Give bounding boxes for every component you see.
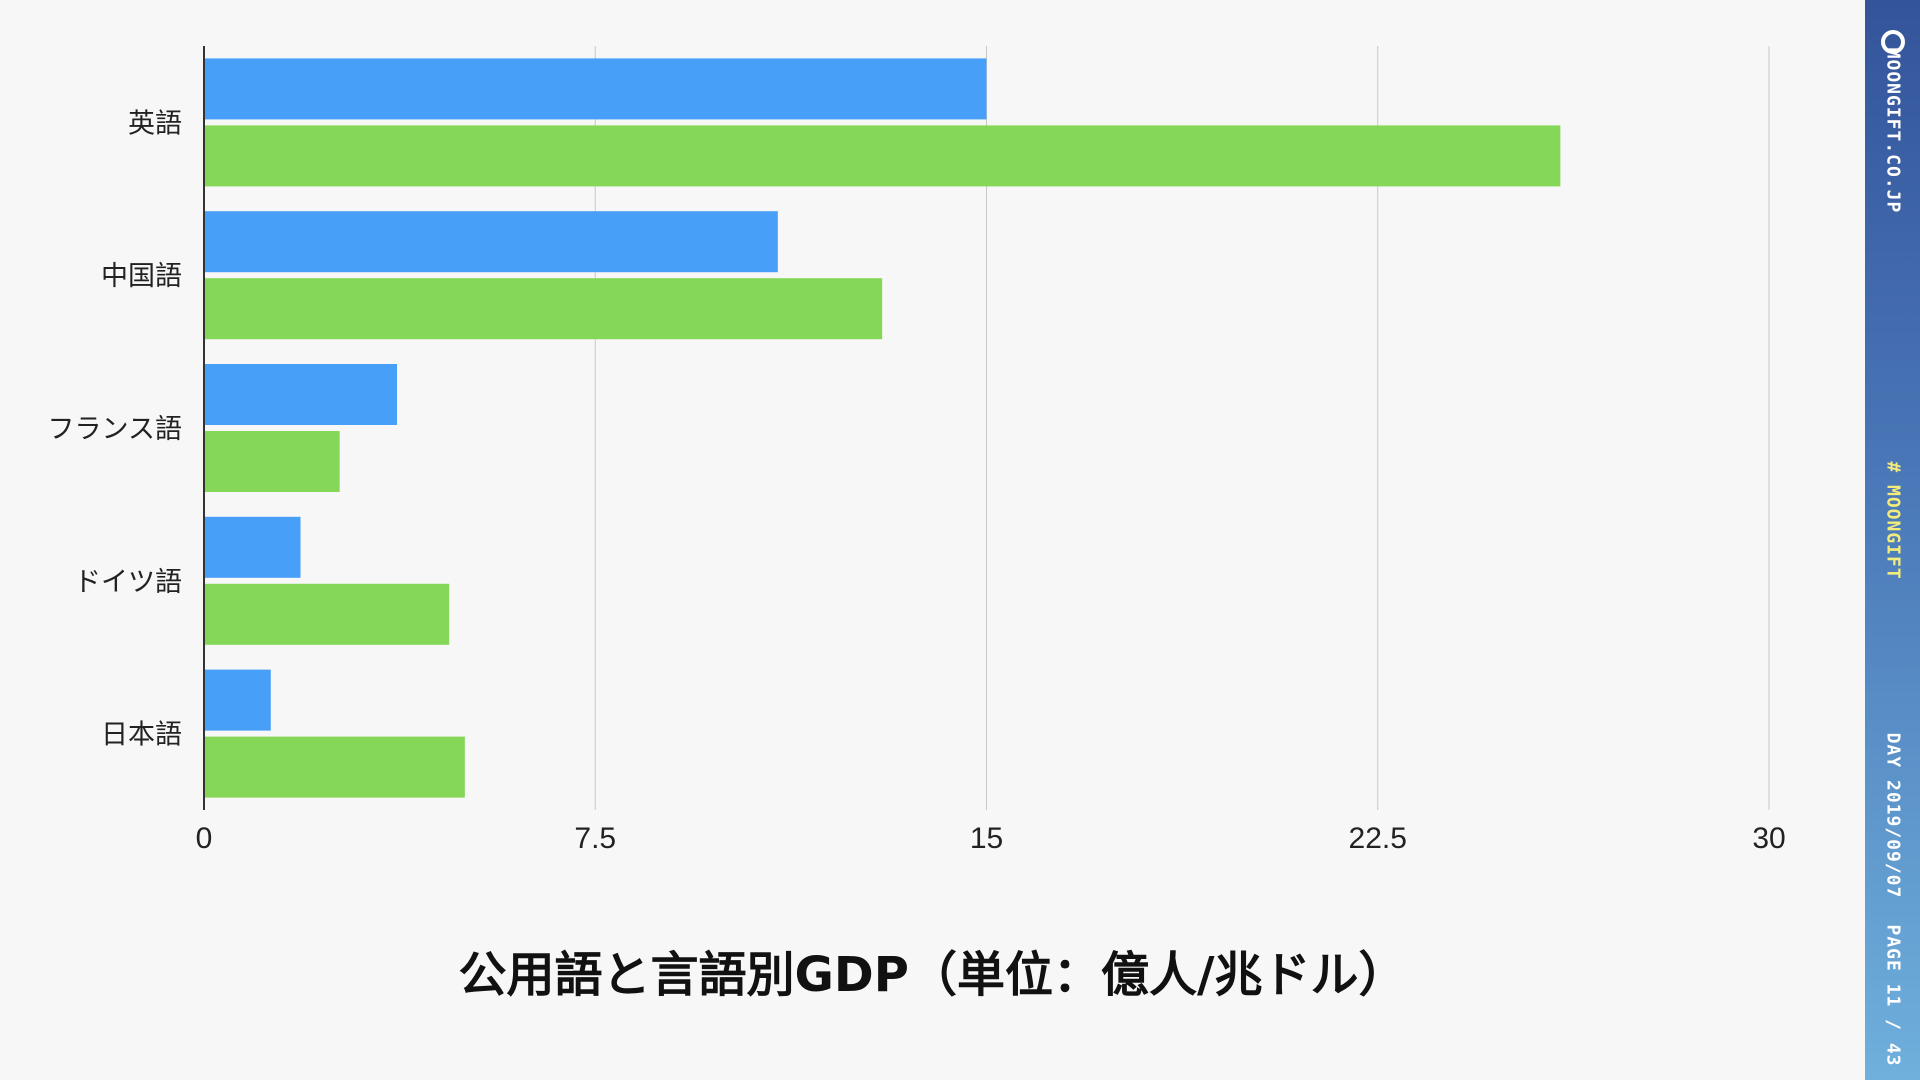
x-tick-label: 22.5	[1349, 822, 1407, 855]
date-text: DAY 2019/09/07	[1882, 732, 1903, 899]
bar	[204, 58, 987, 120]
chart-title: 公用語と言語別GDP（単位：億人/兆ドル）	[458, 947, 1407, 1003]
page-number: PAGE 11 / 43	[1882, 924, 1903, 1067]
bars	[204, 58, 1561, 798]
x-tick-label: 7.5	[574, 822, 616, 855]
bar	[204, 736, 465, 798]
x-tick-label: 0	[196, 822, 213, 855]
category-label: 日本語	[101, 720, 182, 751]
bar	[204, 364, 398, 425]
brand-text: MOONGIFT.CO.JP	[1882, 47, 1903, 214]
bar	[204, 278, 883, 340]
moongift-logo-icon	[1881, 30, 1905, 54]
bar	[204, 211, 778, 273]
x-tick-label: 15	[970, 822, 1003, 855]
bar	[204, 516, 301, 578]
x-tick-label: 30	[1752, 822, 1785, 855]
hashtag-text: # MOONGIFT	[1882, 461, 1903, 580]
bar	[204, 583, 450, 645]
category-label: フランス語	[48, 414, 182, 445]
bar	[204, 431, 340, 492]
bar	[204, 125, 1561, 187]
category-label: ドイツ語	[74, 567, 182, 598]
category-label: 英語	[128, 108, 182, 139]
category-label: 中国語	[101, 261, 182, 292]
x-tick-labels: 0 7.5 15 22.5 30	[196, 822, 1786, 855]
sidebar: MOONGIFT.CO.JP # MOONGIFT DAY 2019/09/07…	[1865, 0, 1920, 1080]
bar	[204, 669, 271, 731]
